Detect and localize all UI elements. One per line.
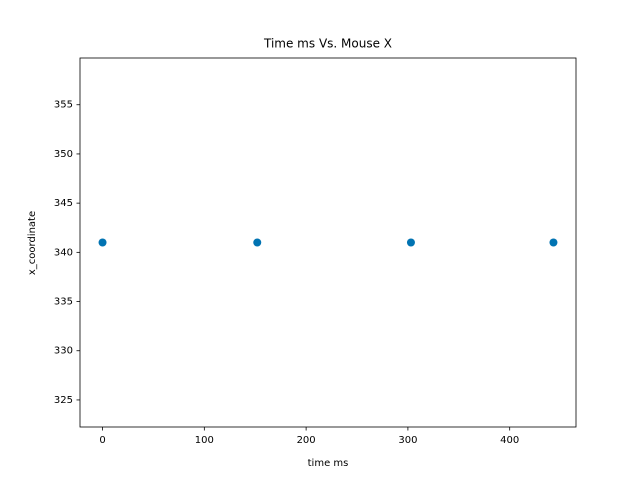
x-tick-label: 300 [398, 435, 417, 446]
y-tick-label: 350 [54, 149, 73, 160]
y-tick-label: 335 [54, 297, 73, 308]
y-tick-label: 330 [54, 346, 73, 357]
x-axis-label: time ms [308, 458, 349, 469]
x-tick-label: 100 [195, 435, 214, 446]
chart-title: Time ms Vs. Mouse X [263, 37, 392, 51]
x-tick-label: 200 [297, 435, 316, 446]
point [98, 238, 107, 247]
x-tick-label: 400 [500, 435, 519, 446]
y-axis-label: x_coordinate [27, 211, 38, 275]
point [253, 238, 262, 247]
plot-frame [79, 57, 577, 428]
point [549, 238, 558, 247]
y-tick-label: 340 [54, 247, 73, 258]
y-tick-label: 345 [54, 198, 73, 209]
y-tick-label: 355 [54, 100, 73, 111]
x-tick-label: 0 [99, 435, 105, 446]
y-tick-label: 325 [54, 395, 73, 406]
point [406, 238, 415, 247]
